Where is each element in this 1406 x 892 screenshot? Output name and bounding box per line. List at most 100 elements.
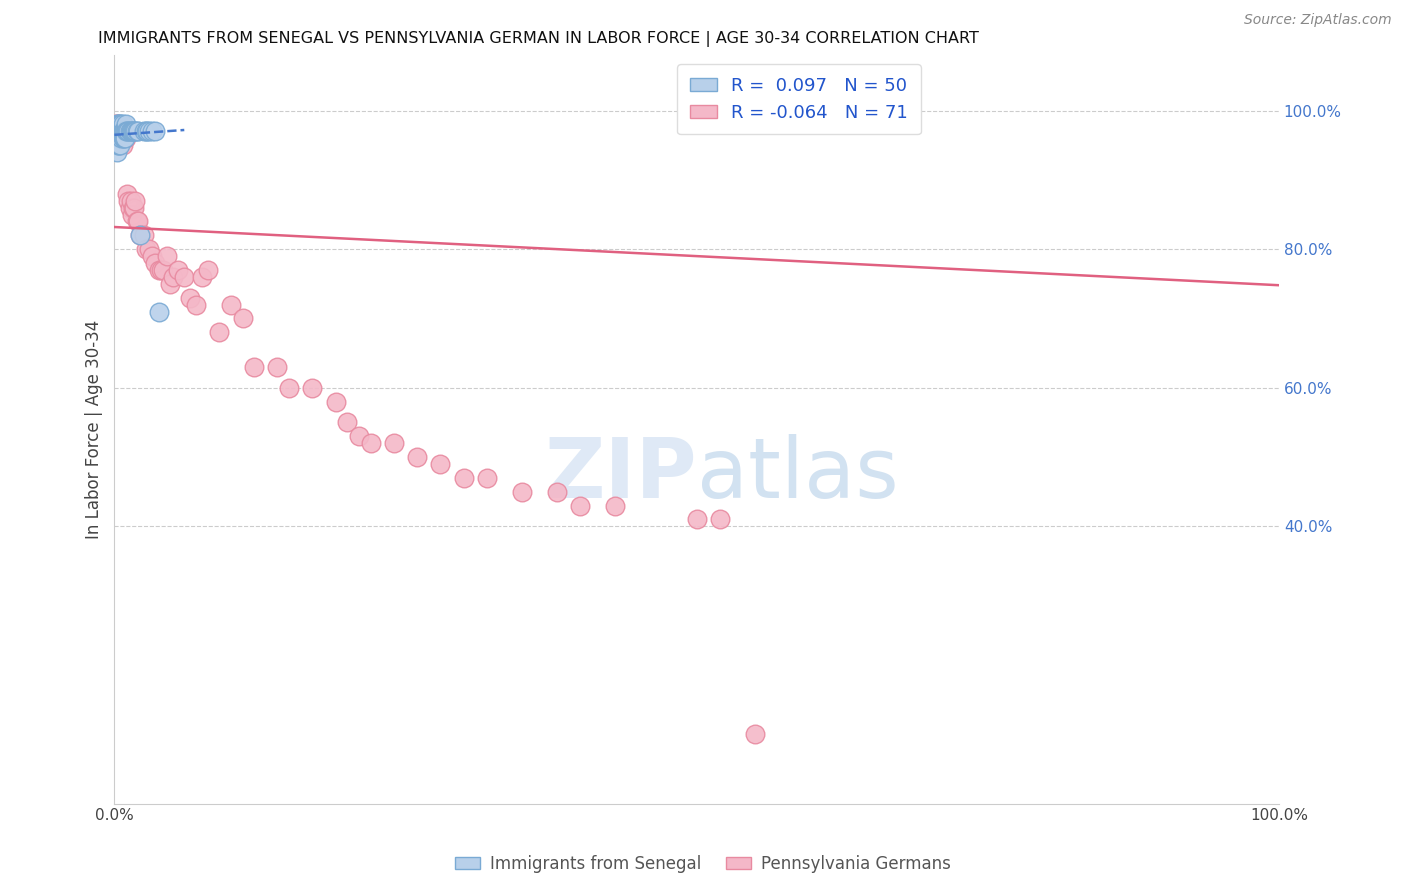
Point: [114, 131, 136, 145]
Y-axis label: In Labor Force | Age 30-34: In Labor Force | Age 30-34: [86, 319, 103, 539]
Point: [108, 138, 131, 153]
Point: [162, 269, 184, 284]
Point: [104, 138, 127, 153]
Point: [104, 118, 127, 132]
Legend: Immigrants from Senegal, Pennsylvania Germans: Immigrants from Senegal, Pennsylvania Ge…: [449, 848, 957, 880]
Point: [111, 124, 134, 138]
Point: [104, 124, 127, 138]
Point: [110, 131, 132, 145]
Point: [124, 124, 146, 138]
Point: [105, 118, 128, 132]
Point: [132, 124, 155, 138]
Point: [105, 118, 128, 132]
Point: [208, 326, 231, 340]
Point: [685, 512, 707, 526]
Point: [159, 277, 181, 291]
Point: [111, 124, 134, 138]
Point: [122, 124, 145, 138]
Point: [115, 131, 138, 145]
Point: [325, 394, 347, 409]
Point: [122, 124, 145, 138]
Point: [347, 429, 370, 443]
Text: IMMIGRANTS FROM SENEGAL VS PENNSYLVANIA GERMAN IN LABOR FORCE | AGE 30-34 CORREL: IMMIGRANTS FROM SENEGAL VS PENNSYLVANIA …: [98, 31, 980, 47]
Point: [243, 359, 266, 374]
Point: [122, 201, 145, 215]
Point: [475, 471, 498, 485]
Point: [105, 131, 128, 145]
Point: [266, 359, 288, 374]
Point: [105, 124, 128, 138]
Legend: R =  0.097   N = 50, R = -0.064   N = 71: R = 0.097 N = 50, R = -0.064 N = 71: [678, 64, 921, 135]
Point: [120, 124, 142, 138]
Point: [110, 124, 132, 138]
Point: [107, 124, 129, 138]
Point: [111, 131, 134, 145]
Point: [110, 131, 132, 145]
Point: [129, 228, 152, 243]
Point: [138, 242, 160, 256]
Point: [112, 131, 135, 145]
Point: [114, 131, 136, 145]
Point: [115, 118, 138, 132]
Point: [112, 124, 135, 138]
Point: [121, 124, 143, 138]
Point: [111, 138, 134, 153]
Point: [143, 256, 166, 270]
Point: [152, 263, 174, 277]
Point: [115, 124, 138, 138]
Point: [744, 727, 766, 741]
Point: [546, 484, 568, 499]
Point: [336, 416, 359, 430]
Point: [136, 124, 159, 138]
Point: [124, 194, 146, 208]
Point: [107, 124, 129, 138]
Text: atlas: atlas: [696, 434, 898, 515]
Point: [190, 269, 212, 284]
Point: [110, 124, 132, 138]
Point: [118, 201, 141, 215]
Point: [184, 298, 207, 312]
Point: [110, 131, 132, 145]
Point: [110, 124, 132, 138]
Point: [127, 124, 149, 138]
Point: [110, 138, 132, 153]
Text: Source: ZipAtlas.com: Source: ZipAtlas.com: [1244, 13, 1392, 28]
Point: [569, 499, 592, 513]
Point: [141, 124, 163, 138]
Point: [148, 304, 170, 318]
Point: [135, 242, 157, 256]
Point: [179, 291, 201, 305]
Point: [108, 131, 131, 145]
Point: [108, 118, 131, 132]
Point: [125, 124, 148, 138]
Point: [156, 249, 179, 263]
Point: [138, 124, 160, 138]
Point: [219, 298, 242, 312]
Point: [110, 124, 132, 138]
Point: [117, 194, 139, 208]
Point: [135, 124, 157, 138]
Point: [108, 124, 131, 138]
Point: [148, 263, 170, 277]
Point: [107, 131, 129, 145]
Point: [406, 450, 429, 464]
Point: [110, 118, 132, 132]
Point: [125, 214, 148, 228]
Point: [107, 138, 129, 153]
Point: [105, 145, 128, 160]
Point: [110, 124, 132, 138]
Point: [429, 457, 451, 471]
Point: [115, 124, 138, 138]
Point: [173, 269, 195, 284]
Point: [141, 249, 163, 263]
Point: [114, 124, 136, 138]
Point: [117, 124, 139, 138]
Point: [107, 131, 129, 145]
Point: [107, 118, 129, 132]
Point: [122, 201, 145, 215]
Point: [709, 512, 731, 526]
Point: [278, 381, 301, 395]
Point: [129, 228, 152, 243]
Point: [108, 124, 131, 138]
Point: [605, 499, 627, 513]
